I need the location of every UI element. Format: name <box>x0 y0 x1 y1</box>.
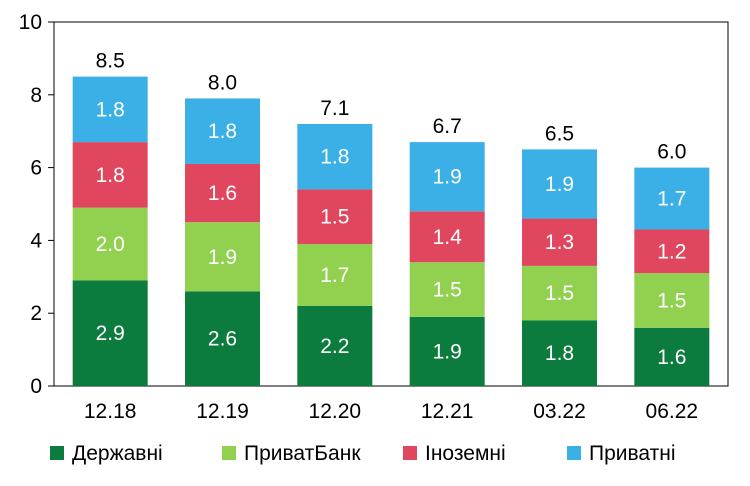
bar-segment <box>409 142 485 212</box>
bar-segment-label: 1.5 <box>320 206 349 229</box>
bar-segment-label: 1.9 <box>433 340 462 363</box>
bar-segment-label: 1.8 <box>96 98 125 121</box>
bar-segment-label: 1.6 <box>208 182 237 205</box>
y-tick-label: 6 <box>30 157 42 180</box>
bar-segment <box>522 265 597 321</box>
legend-swatch <box>222 446 236 460</box>
x-tick-label: 06.22 <box>646 400 699 423</box>
bar-segment-label: 1.7 <box>657 188 686 211</box>
bar-total-label: 7.1 <box>320 97 349 120</box>
legend-label: Державні <box>72 442 163 465</box>
bar-segment <box>634 327 710 386</box>
bar-segment <box>72 280 148 386</box>
bar-segment <box>72 76 148 143</box>
bar-segment <box>634 167 710 230</box>
bar-total-label: 6.5 <box>545 122 574 145</box>
legend-swatch <box>50 446 64 460</box>
bar-segment <box>634 273 710 328</box>
bar-segment <box>72 207 148 281</box>
bar-segment-label: 1.2 <box>657 240 686 263</box>
bar-segment <box>409 211 485 263</box>
legend-item: Державні <box>50 442 163 465</box>
bar-segment <box>297 189 373 245</box>
legend-label: ПриватБанк <box>244 442 361 465</box>
y-tick-label: 4 <box>30 229 42 252</box>
legend-item: Іноземні <box>403 442 506 465</box>
bar-segment <box>634 229 710 274</box>
bar-total-label: 8.0 <box>208 71 237 94</box>
bar-segment-label: 2.9 <box>96 322 125 345</box>
bar-segment <box>409 316 485 386</box>
legend-swatch <box>403 446 417 460</box>
x-tick-label: 12.21 <box>421 400 474 423</box>
bar-segment-label: 1.5 <box>545 282 574 305</box>
bar-segment <box>522 218 597 266</box>
bar-segment <box>185 222 260 292</box>
bar-segment-label: 1.5 <box>657 289 686 312</box>
x-tick-label: 12.19 <box>196 400 249 423</box>
bar-segment-label: 1.8 <box>208 120 237 143</box>
bar-segment-label: 1.4 <box>433 226 463 249</box>
bar-segment <box>72 142 148 208</box>
bar-segment <box>409 262 485 317</box>
x-tick-label: 12.18 <box>84 400 137 423</box>
bar-total-label: 6.0 <box>657 141 686 164</box>
bar-segment-label: 2.0 <box>96 233 125 256</box>
bar-segment-label: 1.9 <box>433 166 462 189</box>
bar-segment-label: 1.9 <box>208 246 237 269</box>
bar-segment <box>185 163 260 223</box>
bar-segment <box>297 123 373 190</box>
bar-segment-label: 1.8 <box>96 164 125 187</box>
x-tick-label: 12.20 <box>309 400 362 423</box>
y-axis: 0 2 4 6 8 10 <box>19 11 54 398</box>
legend: Державні ПриватБанк Іноземні Приватні <box>50 442 676 465</box>
bar-segment <box>185 98 260 164</box>
bar-total-label: 6.7 <box>433 115 462 138</box>
plot-area-border <box>53 21 729 387</box>
legend-label: Приватні <box>589 442 676 465</box>
bar-segment-label: 1.5 <box>433 279 462 302</box>
bar-segment <box>297 244 373 306</box>
legend-swatch <box>567 446 581 460</box>
bar-segment <box>297 305 373 386</box>
bar-segment-label: 1.8 <box>545 342 574 365</box>
bar-segment-label: 2.6 <box>208 328 237 351</box>
y-tick-label: 8 <box>30 84 42 107</box>
bar-segment <box>522 149 597 219</box>
x-tick-label: 03.22 <box>533 400 586 423</box>
x-axis: 12.18 12.19 12.20 12.21 03.22 06.22 <box>84 400 698 423</box>
y-tick-label: 10 <box>19 11 42 34</box>
bar-segment <box>522 320 597 386</box>
bar-segment-label: 1.9 <box>545 173 574 196</box>
bar-segment-label: 1.3 <box>545 231 574 254</box>
y-tick-label: 2 <box>30 302 42 325</box>
bar-total-label: 8.5 <box>96 50 125 73</box>
bar-segment <box>185 291 260 386</box>
bar-segment-label: 1.7 <box>320 264 349 287</box>
legend-item: ПриватБанк <box>222 442 361 465</box>
bars: 2.9 2.0 1.8 1.8 8.5 2.6 1.9 1.6 1.8 8.0 2.2 1.7 1.5 1… <box>72 50 710 386</box>
bar-segment-label: 1.6 <box>657 346 686 369</box>
bar-segment-label: 1.8 <box>320 146 349 169</box>
legend-label: Іноземні <box>425 442 506 465</box>
legend-item: Приватні <box>567 442 676 465</box>
y-tick-label: 0 <box>30 375 42 398</box>
bar-segment-label: 2.2 <box>320 335 349 358</box>
